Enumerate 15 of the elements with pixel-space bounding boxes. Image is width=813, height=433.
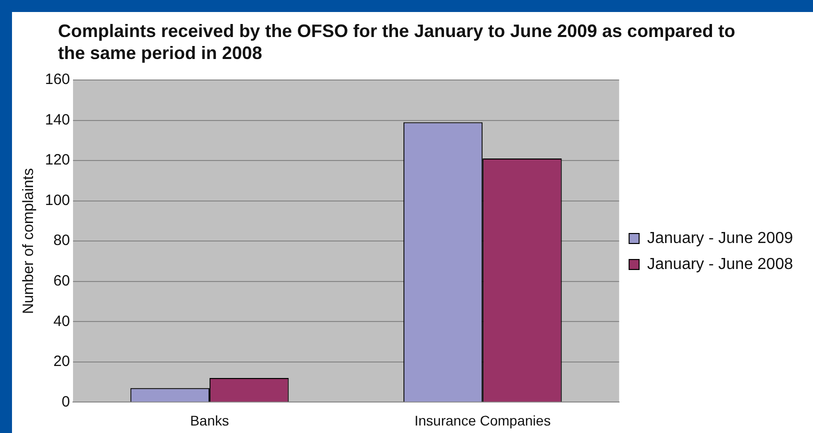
y-tick-label: 80 (53, 232, 70, 250)
legend-label: January - June 2008 (647, 256, 794, 273)
y-axis-title: Number of complaints (20, 168, 38, 314)
x-tick-label: Banks (190, 412, 230, 428)
y-tick-label: 0 (62, 393, 70, 410)
legend-label: January - June 2009 (647, 230, 794, 247)
chart-title: Complaints received by the OFSO for the January to June 2009 as compared to the same period in 2008 (58, 20, 736, 64)
y-tick-label: 160 (44, 71, 70, 88)
y-tick-label: 60 (53, 272, 70, 290)
y-tick-label: 40 (53, 312, 70, 330)
y-tick-label: 140 (44, 111, 70, 128)
y-tick-label: 20 (53, 353, 70, 370)
y-tick-label: 100 (44, 192, 70, 209)
x-tick-label: Insurance Companies (414, 412, 551, 428)
y-tick-label: 120 (44, 152, 70, 169)
